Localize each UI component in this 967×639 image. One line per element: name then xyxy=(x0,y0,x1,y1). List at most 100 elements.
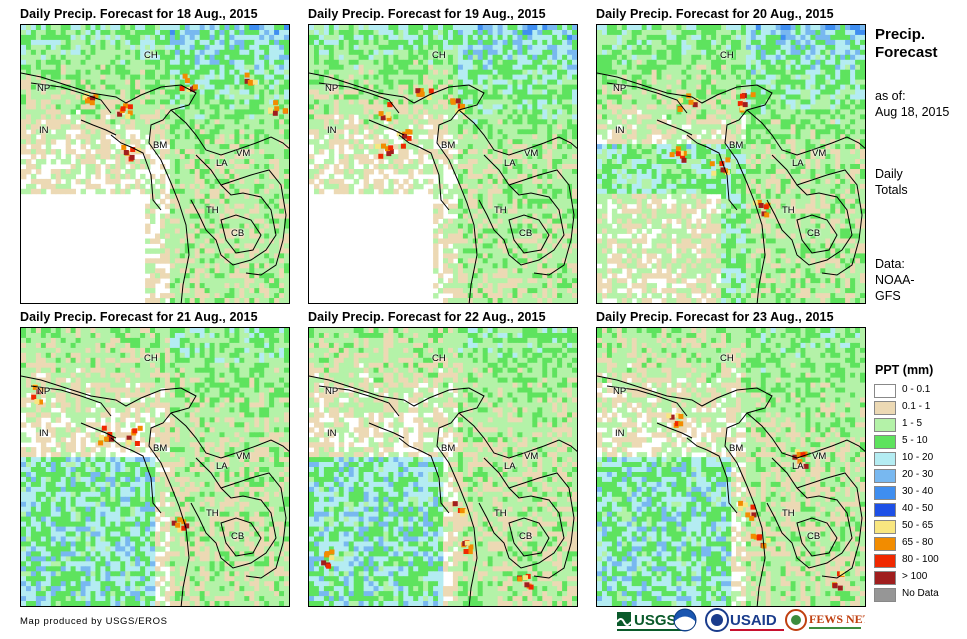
country-label-np: NP xyxy=(613,83,627,94)
precip-map: CH NP IN BM LA VM TH CB xyxy=(596,327,866,607)
precip-raster xyxy=(597,25,865,303)
country-label-bm: BM xyxy=(153,140,168,151)
country-label-in: IN xyxy=(615,125,625,136)
forecast-panel: Daily Precip. Forecast for 20 Aug., 2015… xyxy=(596,7,866,304)
legend-swatch xyxy=(874,486,896,500)
legend-swatch xyxy=(874,571,896,585)
usaid-logo: USAID xyxy=(730,610,788,639)
forecast-panel: Daily Precip. Forecast for 21 Aug., 2015… xyxy=(20,310,290,607)
country-label-cb: CB xyxy=(231,228,245,239)
as-of-text: as of: Aug 18, 2015 xyxy=(875,88,949,120)
country-label-bm: BM xyxy=(729,140,744,151)
legend-label: 65 - 80 xyxy=(902,537,934,548)
country-label-la: LA xyxy=(504,158,516,169)
country-label-in: IN xyxy=(327,428,337,439)
country-label-np: NP xyxy=(37,83,51,94)
map-credit: Map produced by USGS/EROS xyxy=(20,616,168,627)
country-label-vm: VM xyxy=(236,148,251,159)
legend-swatch xyxy=(874,435,896,449)
legend-label: 0.1 - 1 xyxy=(902,401,931,412)
legend-swatch xyxy=(874,452,896,466)
country-label-cb: CB xyxy=(519,531,533,542)
legend-swatch xyxy=(874,384,896,398)
country-label-la: LA xyxy=(792,158,804,169)
country-label-th: TH xyxy=(206,205,219,216)
legend-label: 10 - 20 xyxy=(902,452,934,463)
precip-map: CH NP IN BM LA VM TH CB xyxy=(20,24,290,304)
panel-title: Daily Precip. Forecast for 20 Aug., 2015 xyxy=(596,7,834,21)
country-label-vm: VM xyxy=(812,451,827,462)
country-label-bm: BM xyxy=(441,443,456,454)
legend-swatch xyxy=(874,503,896,517)
usaid-seal xyxy=(705,608,729,637)
precip-raster xyxy=(21,328,289,606)
country-label-np: NP xyxy=(325,386,339,397)
country-label-la: LA xyxy=(792,461,804,472)
forecast-panel: Daily Precip. Forecast for 19 Aug., 2015… xyxy=(308,7,578,304)
legend-label: 30 - 40 xyxy=(902,486,934,497)
legend-swatch xyxy=(874,554,896,568)
precip-raster xyxy=(21,25,289,303)
country-label-ch: CH xyxy=(720,353,734,364)
totals-line1: Daily xyxy=(875,167,903,181)
panel-title: Daily Precip. Forecast for 23 Aug., 2015 xyxy=(596,310,834,324)
legend-swatch xyxy=(874,537,896,551)
country-label-cb: CB xyxy=(519,228,533,239)
legend-label: No Data xyxy=(902,588,939,599)
data-source-text: Data: NOAA- GFS xyxy=(875,256,915,304)
country-label-cb: CB xyxy=(807,228,821,239)
precip-map: CH NP IN BM LA VM TH CB xyxy=(596,24,866,304)
side-title: Precip. Forecast xyxy=(875,26,938,62)
country-label-in: IN xyxy=(39,125,49,136)
legend-label: 5 - 10 xyxy=(902,435,928,446)
data-source-line2: NOAA- xyxy=(875,273,915,287)
precip-raster xyxy=(309,328,577,606)
fewsnet-logo: FEWS NET xyxy=(785,608,871,639)
country-label-in: IN xyxy=(327,125,337,136)
data-source-line3: GFS xyxy=(875,289,901,303)
country-label-cb: CB xyxy=(807,531,821,542)
country-label-vm: VM xyxy=(236,451,251,462)
legend-label: 80 - 100 xyxy=(902,554,939,565)
usgs-logo: USGS xyxy=(616,610,703,639)
country-label-th: TH xyxy=(782,508,795,519)
totals-line2: Totals xyxy=(875,183,908,197)
usgs-logo-graphic: USGS xyxy=(616,612,687,631)
country-label-la: LA xyxy=(216,158,228,169)
country-label-th: TH xyxy=(782,205,795,216)
forecast-panel: Daily Precip. Forecast for 18 Aug., 2015… xyxy=(20,7,290,304)
legend-label: > 100 xyxy=(902,571,928,582)
country-label-np: NP xyxy=(37,386,51,397)
country-label-ch: CH xyxy=(720,50,734,61)
precip-raster xyxy=(309,25,577,303)
forecast-panel: Daily Precip. Forecast for 23 Aug., 2015… xyxy=(596,310,866,607)
country-label-th: TH xyxy=(206,508,219,519)
precip-map: CH NP IN BM LA VM TH CB xyxy=(308,327,578,607)
country-label-np: NP xyxy=(325,83,339,94)
legend-label: 1 - 5 xyxy=(902,418,923,429)
legend-swatch xyxy=(874,401,896,415)
side-title-line1: Precip. xyxy=(875,26,926,43)
legend-swatch xyxy=(874,418,896,432)
panel-title: Daily Precip. Forecast for 18 Aug., 2015 xyxy=(20,7,258,21)
panel-title: Daily Precip. Forecast for 22 Aug., 2015 xyxy=(308,310,546,324)
country-label-bm: BM xyxy=(729,443,744,454)
precip-map: CH NP IN BM LA VM TH CB xyxy=(308,24,578,304)
country-label-th: TH xyxy=(494,205,507,216)
noaa-logo xyxy=(673,608,697,637)
country-label-th: TH xyxy=(494,508,507,519)
legend-label: 40 - 50 xyxy=(902,503,934,514)
country-label-bm: BM xyxy=(441,140,456,151)
country-label-in: IN xyxy=(39,428,49,439)
country-label-ch: CH xyxy=(144,353,158,364)
country-label-in: IN xyxy=(615,428,625,439)
legend-title: PPT (mm) xyxy=(875,363,934,377)
legend-swatch xyxy=(874,588,896,602)
panel-title: Daily Precip. Forecast for 19 Aug., 2015 xyxy=(308,7,546,21)
forecast-panel: Daily Precip. Forecast for 22 Aug., 2015… xyxy=(308,310,578,607)
country-label-cb: CB xyxy=(231,531,245,542)
legend-label: 50 - 65 xyxy=(902,520,934,531)
legend-swatch xyxy=(874,520,896,534)
country-label-vm: VM xyxy=(524,451,539,462)
as-of-date: Aug 18, 2015 xyxy=(875,105,950,119)
